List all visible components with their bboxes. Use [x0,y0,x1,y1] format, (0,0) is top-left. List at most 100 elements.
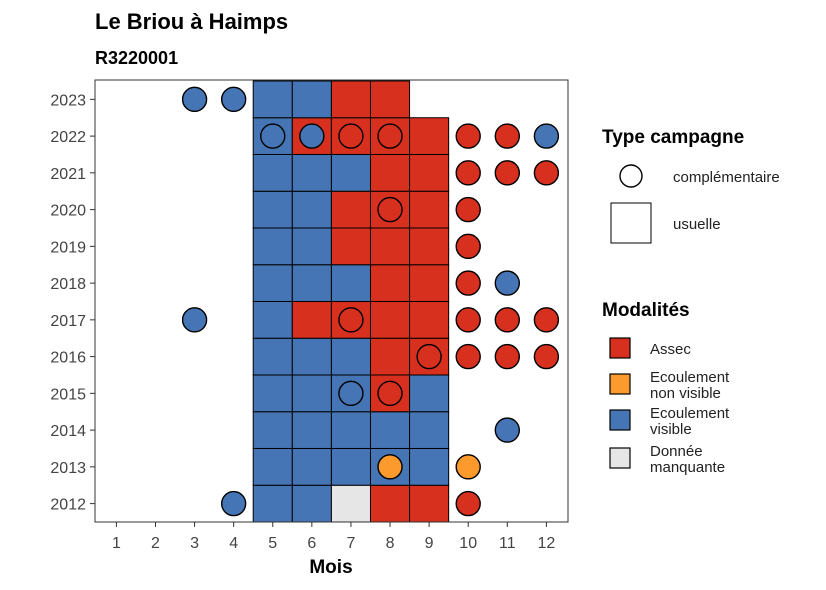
legend-key-label: Ecoulement [650,405,730,422]
point-2021-m11 [494,160,520,186]
tile-2020-m6 [291,190,332,229]
tile-2014-m7 [330,411,371,449]
x-tick-label: 7 [346,535,355,552]
tile-2020-m5 [252,190,293,229]
tile-2020-m9 [409,190,450,229]
y-tick-label: 2020 [50,203,86,220]
panel-border [94,79,569,523]
tile-2017-m9 [409,300,450,339]
y-tick-label: 2016 [50,350,86,367]
tile-2012-m9 [409,484,450,523]
x-tick-label: 12 [537,535,555,552]
legend-key-label: Donnée [650,443,703,460]
tile-2021-m5 [252,153,293,192]
y-tick-label: 2014 [50,423,86,440]
tile-2018-m5 [252,264,293,302]
point-2016-m10 [455,343,481,370]
legend-type-title: Type campagne [602,127,744,148]
tile-2016-m7 [330,337,371,376]
legend-key-label: manquante [650,459,725,476]
legend-symbol-circle [619,164,643,188]
x-tick-label: 3 [190,535,199,552]
legend-symbol-square [610,202,652,244]
point-2017-m3 [181,307,208,333]
chart-title: Le Briou à Haimps [95,9,288,34]
point-2016-m11 [494,343,520,370]
tile-2023-m5 [252,80,293,119]
y-tick-label: 2013 [50,460,86,477]
y-tick-label: 2022 [50,129,86,146]
tile-2018-m8 [369,264,411,302]
x-tick-label: 2 [151,535,160,552]
point-2018-m11 [494,270,520,296]
legend-type-label: usuelle [673,216,721,233]
tile-2016-m6 [291,337,332,376]
x-axis-title: Mois [309,557,352,578]
tile-2014-m9 [409,411,450,449]
point-2021-m10 [455,160,481,186]
tile-2023-m7 [330,80,371,119]
tile-2017-m8 [369,300,411,339]
plot-area: 1 2 3 4 5 6 7 8 9 10 11 122012201320142015201620172… [50,79,569,552]
point-2022-m6 [299,123,325,149]
point-2023-m3 [181,86,208,113]
tile-2018-m7 [330,264,371,302]
legend: Type campagne complémentaire usuelle Modali… [602,127,780,476]
tile-2023-m6 [291,80,332,119]
tile-2015-m5 [252,374,293,413]
tile-2018-m9 [409,264,450,302]
point-2017-m12 [533,307,560,333]
y-tick-label: 2019 [50,239,86,256]
tile-2014-m5 [252,411,293,449]
point-2020-m10 [455,196,481,223]
legend-key-swatch [609,447,631,469]
point-2013-m10 [455,454,481,480]
y-tick-label: 2017 [50,313,86,330]
legend-key-label: Ecoulement [650,369,730,386]
legend-key-label: visible [650,421,692,438]
x-tick-label: 10 [459,535,477,552]
point-2019-m10 [455,233,481,260]
legend-modalites-title: Modalités [602,300,690,321]
x-tick-label: 5 [268,535,277,552]
tile-2013-m6 [291,447,332,486]
tile-2013-m5 [252,447,293,486]
x-tick-label: 1 [112,535,121,552]
legend-key-swatch [609,373,631,395]
point-2022-m12 [533,123,560,149]
tile-2020-m7 [330,190,371,229]
tile-2023-m8 [369,80,411,119]
point-2018-m10 [455,270,481,296]
point-2017-m10 [455,307,481,333]
point-2014-m11 [494,417,520,443]
x-tick-label: 6 [307,535,316,552]
y-tick-label: 2021 [50,166,86,183]
tile-2019-m9 [409,227,450,266]
point-2015-m7 [338,380,364,407]
legend-type-label: complémentaire [673,169,780,186]
tile-2019-m7 [330,227,371,266]
point-2022-m10 [455,123,481,149]
point-2016-m12 [533,343,560,370]
legend-key-swatch [609,409,631,431]
tile-2018-m6 [291,264,332,302]
legend-key-swatch [609,337,631,359]
tile-2015-m9 [409,374,450,413]
tile-2015-m6 [291,374,332,413]
tile-2019-m5 [252,227,293,266]
tile-2012-m5 [252,484,293,523]
x-tick-label: 8 [386,535,395,552]
point-2022-m5 [260,123,286,149]
point-2012-m4 [220,490,247,517]
tile-2012-m8 [369,484,411,523]
point-2013-m8 [377,454,403,480]
tile-2017-m5 [252,300,293,339]
tile-2016-m8 [369,337,411,376]
tile-2012-m7 [330,484,371,523]
point-2020-m8 [377,196,403,223]
tile-2016-m5 [252,337,293,376]
point-2017-m7 [338,307,364,333]
y-tick-label: 2015 [50,386,86,403]
point-2015-m8 [377,380,403,407]
tile-2019-m8 [369,227,411,266]
